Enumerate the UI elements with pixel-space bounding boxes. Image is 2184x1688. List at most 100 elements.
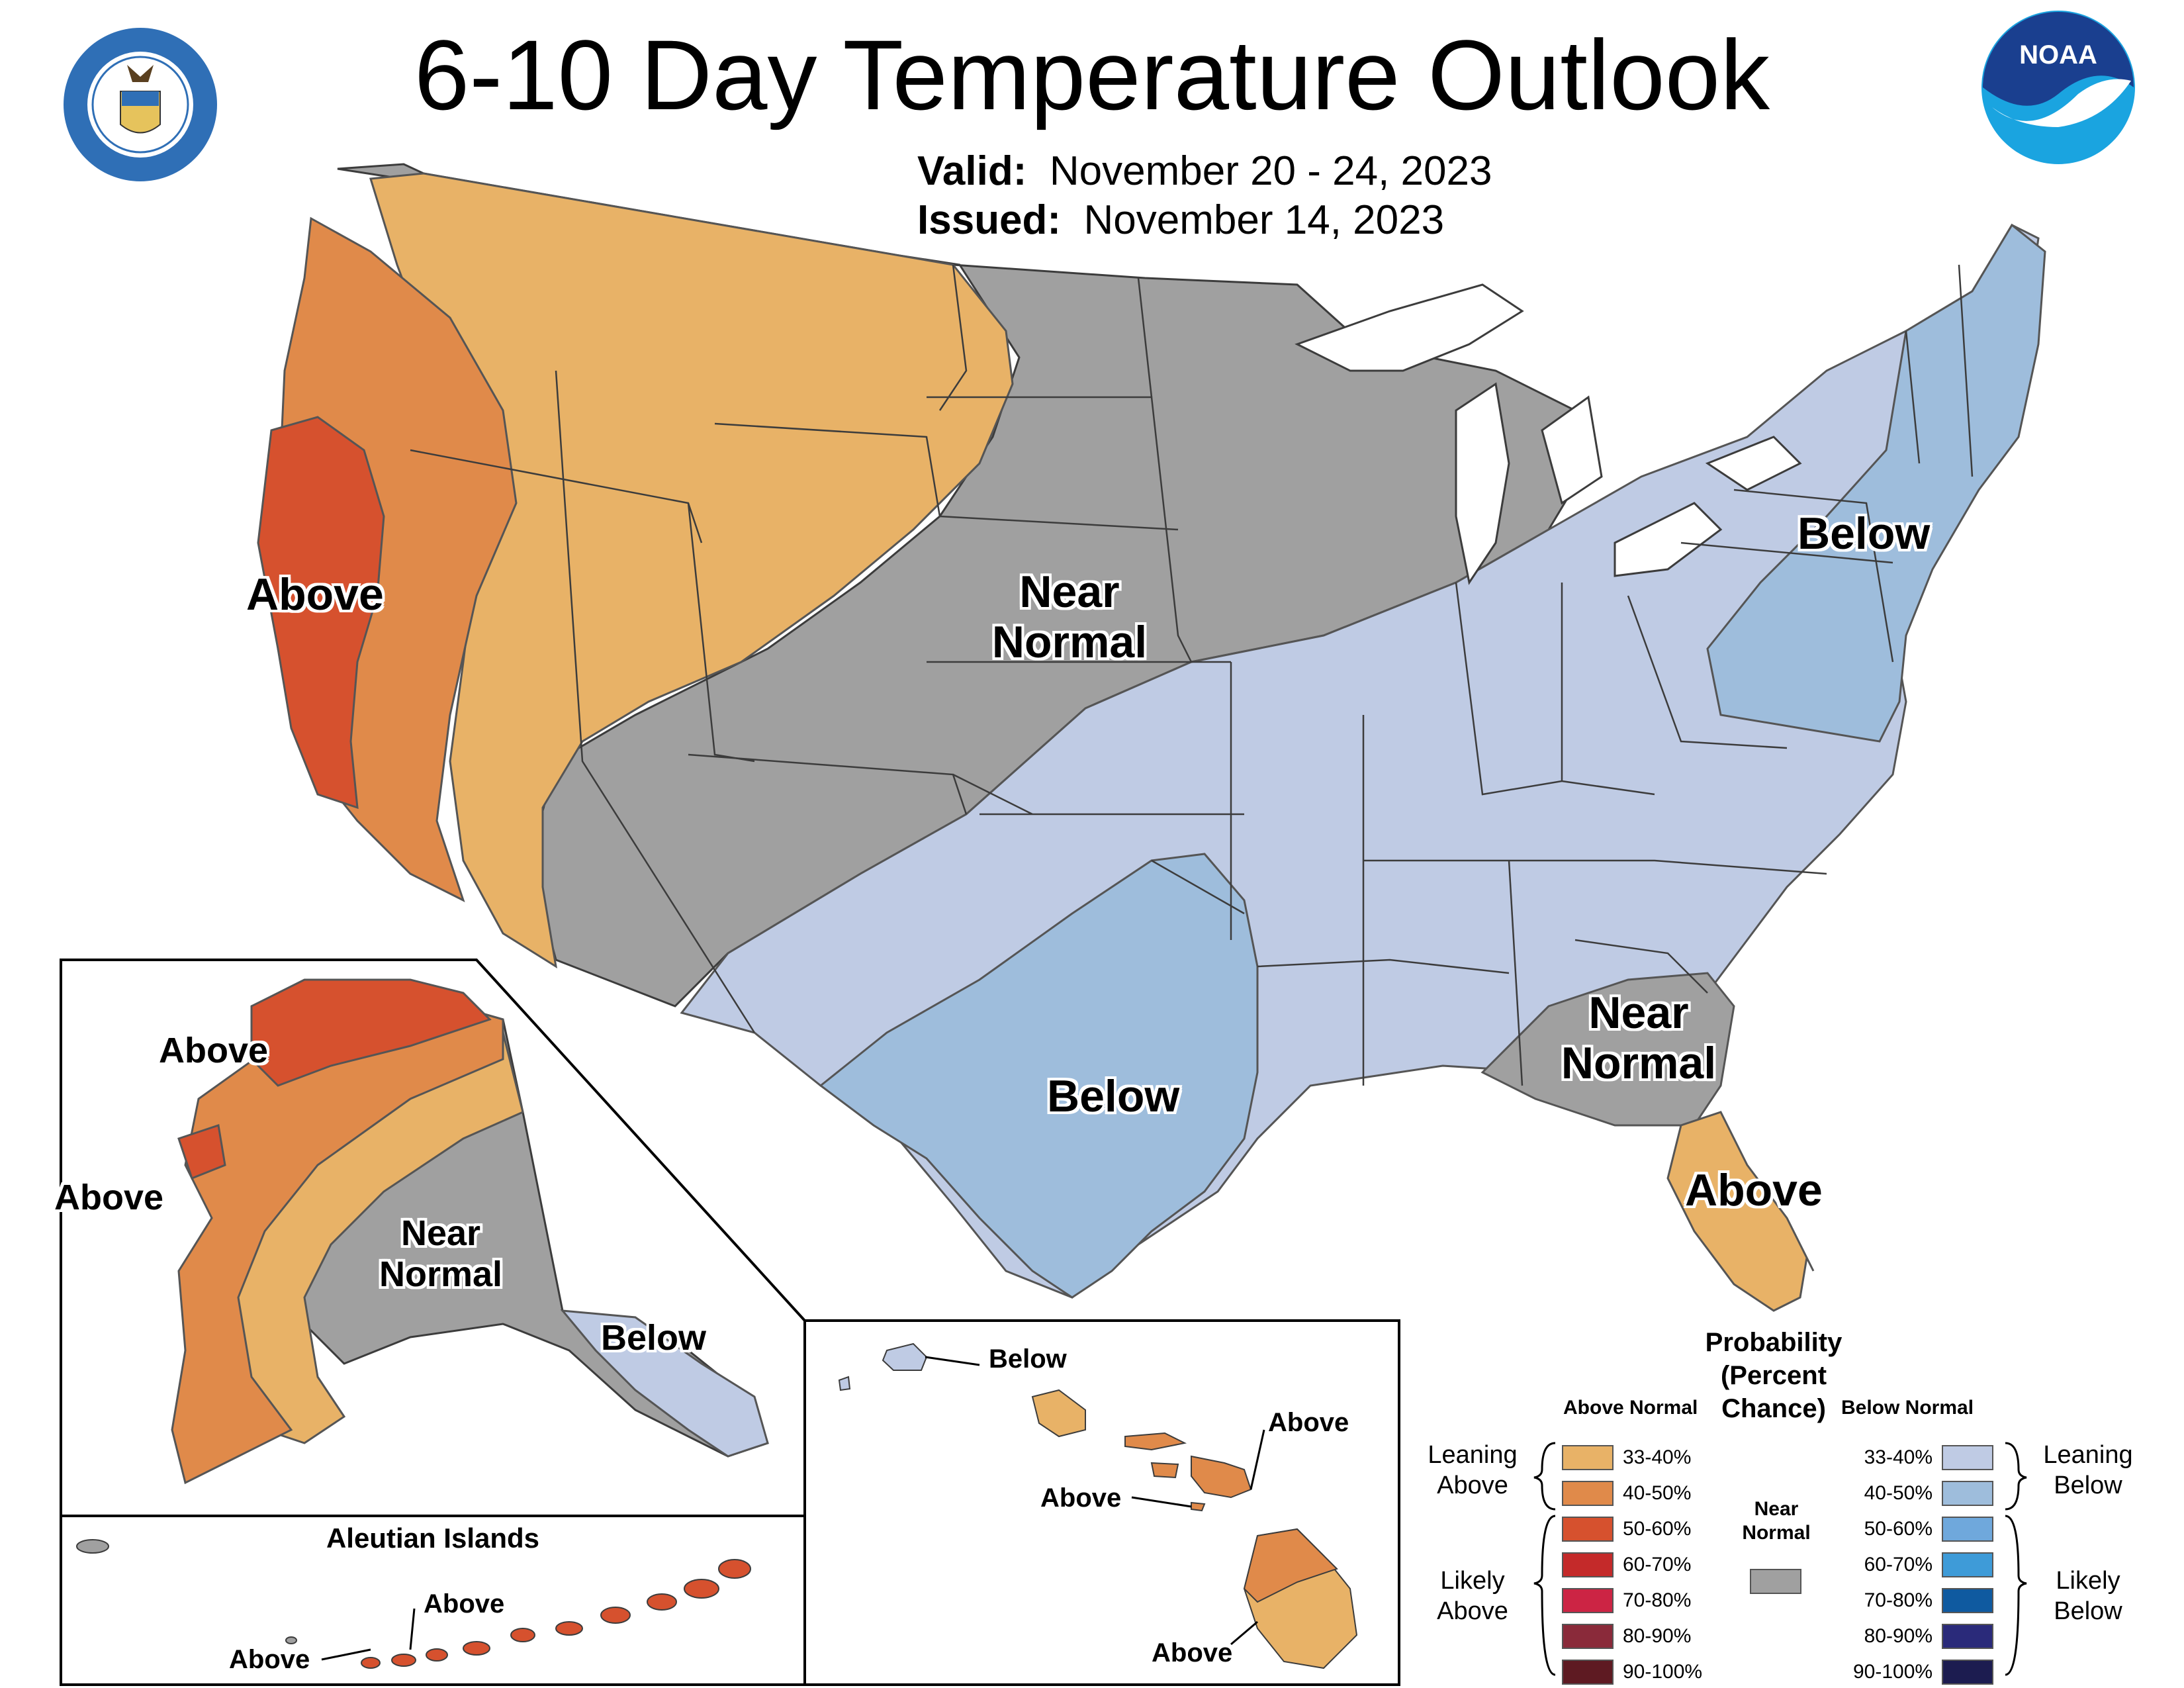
legend-leaning-below-line1: Leaning [2043, 1441, 2133, 1469]
legend-above-head: Above Normal [1563, 1397, 1698, 1419]
legend-below-row: 40-50% [1853, 1481, 1993, 1506]
aleutian-pointer-1 [321, 1648, 371, 1661]
label-near-normal-line1: Near [1019, 567, 1120, 617]
legend-above-swatch [1562, 1588, 1614, 1613]
label-southeast-near-normal: Near Normal [1559, 988, 1718, 1088]
legend-title-line1: Probability [1705, 1328, 1843, 1357]
legend-below-swatch [1942, 1517, 1993, 1542]
aleutian-western-islands [76, 1539, 297, 1644]
legend-near-head-line1: Near [1754, 1498, 1799, 1520]
commerce-seal-logo [64, 28, 217, 181]
legend-above-swatch [1562, 1624, 1614, 1649]
noaa-logo: NOAA [1981, 11, 2135, 164]
label-northeast-below: Below [1797, 508, 1931, 559]
legend-below-swatch [1942, 1588, 1993, 1613]
label-hawaii-above-2: Above [1040, 1483, 1122, 1513]
label-hawaii-above-1: Above [1268, 1408, 1349, 1437]
label-alaska-near-normal: Near Normal [368, 1213, 514, 1295]
legend-likely-below-line2: Below [2054, 1597, 2122, 1625]
conus-northeast-below-40-50-region [1706, 223, 2046, 743]
legend-near-head-line2: Normal [1742, 1522, 1811, 1544]
legend-above-range: 60-70% [1623, 1554, 1692, 1575]
legend-likely-above-line2: Above [1437, 1597, 1508, 1625]
great-lakes [1295, 283, 1802, 585]
legend-below-head: Below Normal [1841, 1397, 1974, 1419]
legend-above-swatch [1562, 1660, 1614, 1685]
legend-above-range: 70-80% [1623, 1589, 1692, 1611]
legend-above-range: 33-40% [1623, 1446, 1692, 1468]
page-title: 6-10 Day Temperature Outlook [414, 19, 1770, 130]
legend-below-row: 80-90% [1853, 1624, 1993, 1649]
legend-below-range: 40-50% [1864, 1482, 1933, 1504]
label-alaska-panhandle-below: Below [601, 1318, 707, 1358]
legend-above-range: 80-90% [1623, 1625, 1692, 1647]
issued-date: November 14, 2023 [1083, 197, 1445, 243]
legend-above-row: 90-100% [1562, 1660, 1702, 1685]
label-alaska-north-above: Above [159, 1031, 269, 1070]
aleutian-pointer-2 [409, 1608, 416, 1650]
legend-above-range: 50-60% [1623, 1518, 1692, 1540]
hawaii-pointers [925, 1356, 1265, 1646]
legend-above-swatch [1562, 1445, 1614, 1470]
legend-below-swatch [1942, 1445, 1993, 1470]
label-aleutian-above-1: Above [229, 1645, 310, 1674]
legend-leaning-above-line2: Above [1437, 1472, 1508, 1499]
issued-label: Issued: [917, 197, 1062, 243]
legend-above-row: 40-50% [1562, 1481, 1691, 1506]
legend-below-range: 80-90% [1864, 1625, 1933, 1647]
legend-below-swatch [1942, 1624, 1993, 1649]
legend-below-row: 90-100% [1853, 1660, 1993, 1685]
legend-likely-above: Likely Above [1416, 1566, 1529, 1626]
legend-below-swatch [1942, 1552, 1993, 1577]
legend-above-swatch [1562, 1517, 1614, 1542]
legend-near-normal-swatch [1750, 1569, 1801, 1594]
legend-above-range: 40-50% [1623, 1482, 1692, 1504]
aleutian-title: Aleutian Islands [326, 1523, 540, 1554]
legend-above-row: 60-70% [1562, 1552, 1691, 1577]
aleutian-islands [361, 1559, 751, 1669]
legend-above-row: 80-90% [1562, 1624, 1691, 1649]
legend-above-swatch [1562, 1552, 1614, 1577]
label-alaska-near-line1: Near [400, 1213, 481, 1253]
legend-above-swatch [1562, 1481, 1614, 1506]
label-florida-above: Above [1685, 1165, 1823, 1215]
alaska-above-50-60-region [177, 978, 492, 1180]
legend-below-swatch [1942, 1481, 1993, 1506]
legend-below-row: 70-80% [1853, 1588, 1993, 1613]
label-southeast-near-line1: Near [1588, 988, 1689, 1038]
legend-below-range: 50-60% [1864, 1518, 1933, 1540]
valid-label: Valid: [917, 148, 1027, 194]
legend-leaning-above-line1: Leaning [1428, 1441, 1518, 1469]
legend-near-normal-head: Near Normal [1737, 1497, 1816, 1545]
legend-likely-above-line1: Likely [1440, 1567, 1505, 1595]
legend-leaning-below-line2: Below [2054, 1472, 2122, 1499]
valid-dates: November 20 - 24, 2023 [1049, 148, 1492, 194]
legend-title: Probability (Percent Chance) [1668, 1326, 1880, 1425]
valid-issued-block: Valid: November 20 - 24, 2023 Issued: No… [917, 147, 1492, 245]
legend-below-row: 33-40% [1853, 1445, 1993, 1470]
state-boundaries [410, 264, 1974, 1086]
label-alaska-near-line2: Normal [379, 1254, 503, 1294]
conus-texas-below-40-50-region [819, 853, 1259, 1299]
legend-leaning-below: Leaning Below [2032, 1440, 2144, 1501]
alaska-above-40-50-region [171, 992, 504, 1485]
label-hawaii-above-3: Above [1152, 1638, 1233, 1667]
legend-above-row: 70-80% [1562, 1588, 1691, 1613]
legend-brackets [1533, 1442, 2027, 1676]
conus-above-50-60-region [257, 416, 385, 810]
alaska-panhandle-below-region [560, 1309, 769, 1458]
label-texas-below: Below [1047, 1071, 1180, 1121]
legend-below-row: 60-70% [1853, 1552, 1993, 1577]
hawaii-islands [838, 1342, 1358, 1669]
legend-above-range: 90-100% [1623, 1661, 1703, 1683]
conus-southeast-near-normal-region [1480, 972, 1735, 1127]
legend-above-row: 33-40% [1562, 1445, 1691, 1470]
label-southeast-near-line2: Normal [1561, 1038, 1717, 1088]
legend-title-line2: (Percent Chance) [1720, 1361, 1827, 1423]
label-near-normal: Near Normal [990, 567, 1149, 667]
legend-below-range: 70-80% [1864, 1589, 1933, 1611]
legend-likely-below-line1: Likely [2056, 1567, 2120, 1595]
label-aleutian-above-2: Above [424, 1589, 505, 1618]
conus-florida-above-region [1666, 1111, 1815, 1312]
label-west-above: Above [246, 569, 384, 620]
